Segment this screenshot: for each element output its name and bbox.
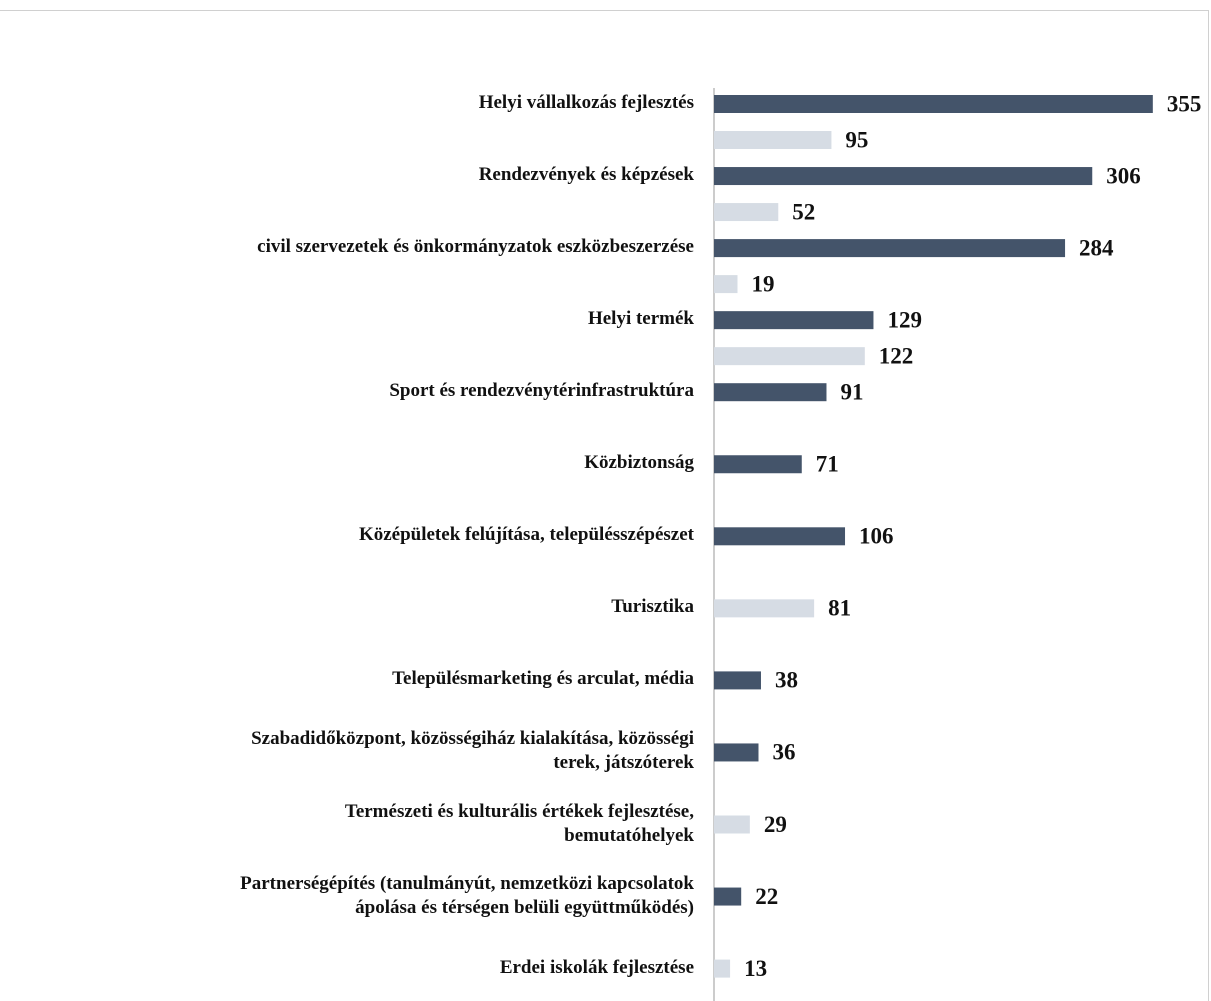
value-label: 38 [775, 668, 798, 693]
category-label: Szabadidőközpont, közösségiház kialakítá… [251, 728, 694, 774]
value-label: 52 [792, 199, 815, 224]
category-label: Helyi termék [587, 308, 694, 330]
bar [714, 671, 761, 690]
category-label: Sport és rendezvénytérinfrastruktúra [389, 380, 694, 402]
bar [714, 347, 865, 366]
value-label: 19 [751, 271, 774, 296]
bar [714, 815, 750, 834]
category-label: Középületek felújítása, településszépész… [358, 524, 694, 546]
bar [714, 131, 832, 149]
value-label: 122 [879, 343, 914, 368]
value-label: 22 [755, 884, 778, 909]
bar [714, 527, 846, 546]
value-label: 29 [764, 812, 787, 837]
value-label: 355 [1167, 91, 1202, 116]
category-label: Erdei iskolák fejlesztése [499, 956, 694, 978]
bar [714, 959, 731, 978]
value-label: 13 [744, 956, 767, 981]
category-label: Közbiztonság [584, 452, 694, 474]
value-label: 91 [840, 379, 863, 404]
category-label: Partnerségépítés (tanulmányút, nemzetköz… [240, 872, 694, 918]
category-label: Turisztika [611, 596, 694, 618]
bar [714, 167, 1093, 186]
frame [0, 10, 1209, 1001]
value-label: 306 [1106, 163, 1141, 188]
bar [714, 743, 759, 762]
bar [714, 599, 815, 618]
bar [714, 455, 802, 474]
value-label: 129 [887, 307, 922, 332]
value-label: 284 [1079, 235, 1114, 260]
bar [714, 275, 738, 294]
category-label: civil szervezetek és önkormányzatok eszk… [257, 236, 694, 258]
value-label: 81 [828, 596, 851, 621]
bar [714, 383, 827, 402]
value-label: 106 [859, 524, 894, 549]
bar [714, 203, 779, 222]
category-label: Rendezvények és képzések [478, 164, 694, 186]
bar [714, 311, 874, 330]
value-label: 95 [845, 127, 868, 152]
category-label: Településmarketing és arculat, média [392, 668, 694, 690]
value-label: 71 [816, 452, 839, 477]
value-label: 36 [773, 740, 796, 765]
category-label: Helyi vállalkozás fejlesztés [478, 92, 694, 113]
bar [714, 95, 1153, 113]
bar [714, 239, 1066, 258]
category-label: Természeti és kulturális értékek fejlesz… [344, 800, 694, 846]
bar [714, 887, 742, 906]
